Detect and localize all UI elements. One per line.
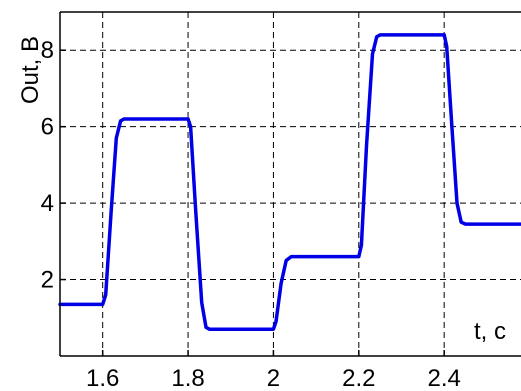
- x-tick-label-4: 2.4: [427, 365, 460, 391]
- y-tick-label-3: 8: [41, 37, 54, 64]
- y-tick-label-0: 2: [41, 267, 54, 294]
- axes: [59, 11, 521, 357]
- x-tick-label-1: 1.8: [171, 365, 204, 391]
- series-line-0: [58, 33, 521, 331]
- x-axis-label: t, c: [474, 318, 506, 345]
- x-tick-label-3: 2.2: [342, 365, 375, 391]
- tick-labels: 1.6 1.8 2 2.2 2.4 2 4 6 8: [41, 37, 461, 391]
- x-tick-label-2: 2: [267, 365, 280, 391]
- x-tick-label-0: 1.6: [86, 365, 119, 391]
- y-axis-label: Out, B: [17, 36, 44, 104]
- y-tick-label-2: 6: [41, 114, 54, 141]
- y-tick-label-1: 4: [41, 190, 54, 217]
- grid: [60, 12, 521, 356]
- series-group: [58, 33, 521, 331]
